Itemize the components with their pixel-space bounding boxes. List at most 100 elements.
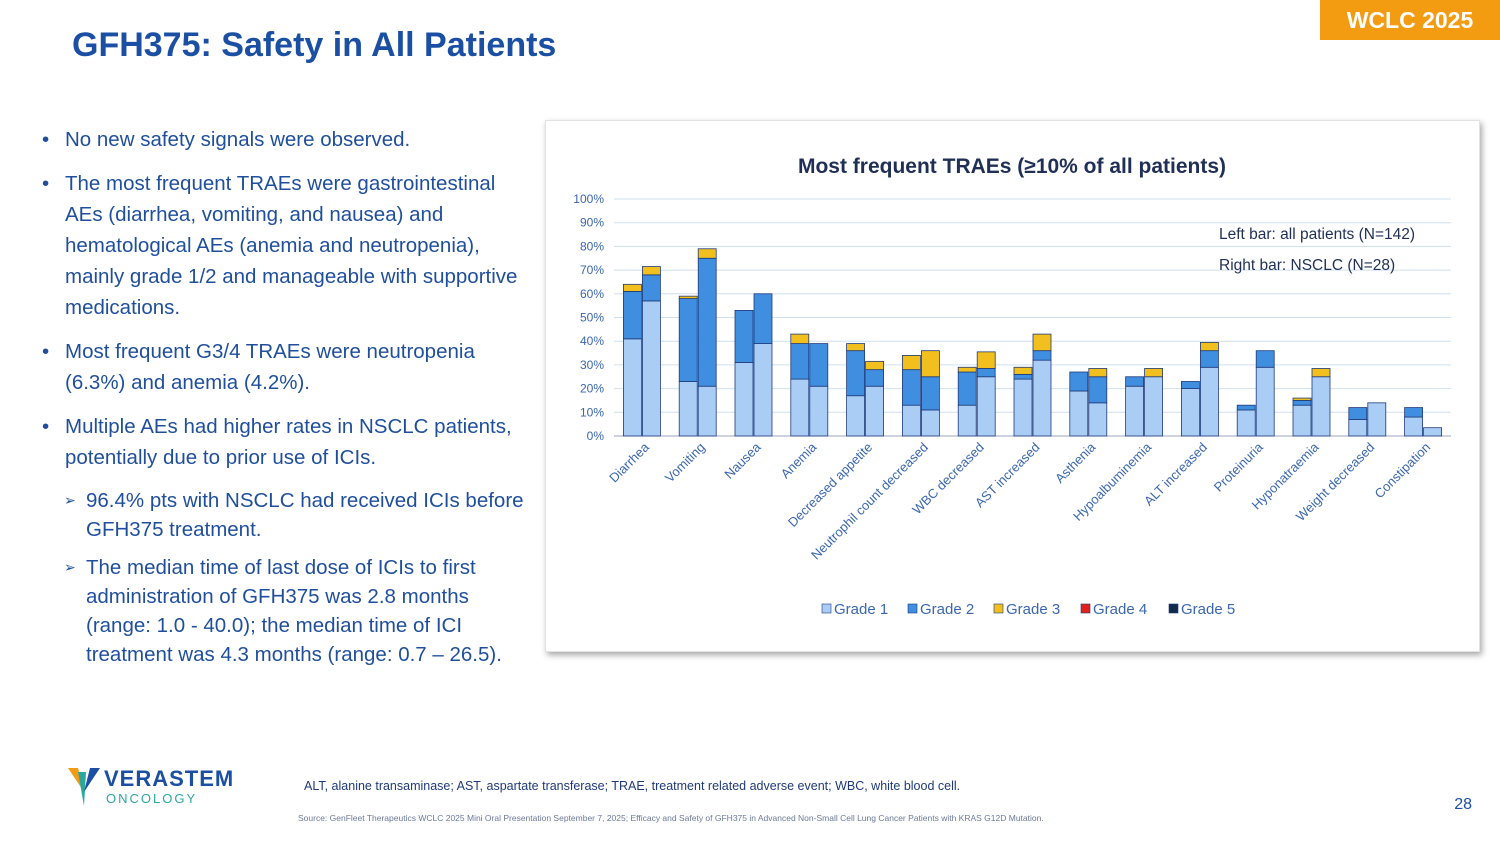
- y-tick-label: 80%: [580, 239, 604, 253]
- legend-label: Grade 2: [920, 601, 974, 618]
- bar-segment: [976, 351, 996, 369]
- bar-segment: [1367, 402, 1387, 437]
- bar-segment: [1348, 407, 1368, 420]
- bar-segment: [1311, 368, 1331, 378]
- bar-segment: [1236, 404, 1256, 411]
- y-tick-label: 40%: [580, 334, 604, 348]
- bar-segment: [642, 300, 661, 437]
- legend-swatch: [907, 603, 918, 614]
- bar-segment: [1200, 341, 1219, 352]
- bar-segment: [865, 360, 885, 371]
- bar-segment: [678, 381, 698, 437]
- bar-segment: [1032, 333, 1052, 352]
- y-tick-label: 100%: [573, 192, 604, 206]
- footnote: ALT, alanine transaminase; AST, aspartat…: [304, 779, 961, 793]
- x-category-label: Diarrhea: [606, 439, 652, 485]
- bullet-text: No new safety signals were observed.: [65, 128, 411, 151]
- bar-segment: [1088, 376, 1108, 404]
- bar-segment: [846, 343, 866, 352]
- legend-label: Grade 1: [834, 601, 888, 618]
- bar-segment: [790, 343, 810, 380]
- bar-segment: [623, 291, 642, 340]
- bar-segment: [846, 395, 866, 437]
- source-note: Source: GenFleet Therapeutics WCLC 2025 …: [298, 813, 1044, 823]
- bar-segment: [697, 248, 717, 259]
- bar-segment: [1348, 419, 1368, 437]
- bar-segment: [865, 385, 885, 437]
- bar-segment: [957, 366, 977, 373]
- x-category-label: Nausea: [721, 439, 764, 482]
- bar-segment: [1125, 385, 1144, 437]
- sub-bullet-item: ➢ The median time of last dose of ICIs to…: [42, 553, 537, 669]
- bar-segment: [957, 371, 977, 406]
- y-tick-label: 50%: [580, 311, 604, 325]
- bar-segment: [901, 369, 921, 406]
- chart-title: Most frequent TRAEs (≥10% of all patient…: [798, 155, 1226, 178]
- bar-segment: [1292, 400, 1312, 406]
- logo-subtitle: ONCOLOGY: [106, 791, 198, 806]
- event-badge: WCLC 2025: [1320, 0, 1500, 40]
- x-category-label: Proteinuria: [1211, 439, 1267, 495]
- y-tick-label: 70%: [580, 263, 604, 277]
- bar-segment: [734, 309, 754, 363]
- bar-segment: [846, 350, 866, 397]
- bar-segment: [1200, 366, 1219, 437]
- bar-segment: [1181, 388, 1200, 437]
- legend-swatch: [993, 603, 1004, 614]
- bar-segment: [1292, 397, 1312, 401]
- bar-segment: [1013, 373, 1033, 380]
- bar-segment: [957, 404, 977, 437]
- bar-segment: [1032, 350, 1052, 361]
- arrow-icon: ➢: [64, 492, 76, 508]
- bar-segment: [1032, 359, 1052, 437]
- chart-card: Most frequent TRAEs (≥10% of all patient…: [545, 120, 1480, 652]
- y-tick-label: 0%: [587, 429, 605, 443]
- bar-segment: [901, 404, 921, 437]
- arrow-icon: ➢: [64, 559, 76, 575]
- bar-segment: [920, 350, 940, 378]
- legend-swatch: [1080, 603, 1091, 614]
- bar-segment: [1255, 366, 1275, 437]
- page-title: GFH375: Safety in All Patients: [72, 26, 557, 64]
- legend-swatch: [1168, 603, 1179, 614]
- bullet-text: Multiple AEs had higher rates in NSCLC p…: [65, 415, 512, 469]
- bar-segment: [1255, 350, 1275, 368]
- bar-segment: [1236, 409, 1256, 437]
- bar-segment: [1069, 371, 1089, 392]
- bar-segment: [623, 338, 642, 437]
- bar-segment: [809, 385, 829, 437]
- bar-segment: [976, 368, 996, 378]
- bar-segment: [642, 274, 661, 302]
- bar-segment: [678, 298, 698, 382]
- bar-segment: [1292, 404, 1312, 437]
- x-category-label: Neutrophil count decreased: [808, 440, 931, 563]
- bar-segment: [623, 283, 642, 292]
- bullet-text: The most frequent TRAEs were gastrointes…: [65, 172, 518, 319]
- bullet-text: Most frequent G3/4 TRAEs were neutropeni…: [65, 340, 475, 394]
- bar-segment: [1013, 378, 1033, 437]
- chart-annotation: Left bar: all patients (N=142): [1219, 226, 1415, 243]
- chart-annotation: Right bar: NSCLC (N=28): [1219, 257, 1395, 274]
- sub-bullet-text: The median time of last dose of ICIs to …: [86, 556, 502, 666]
- bar-segment: [790, 333, 810, 344]
- bar-segment: [1404, 407, 1423, 418]
- bar-segment: [1200, 350, 1219, 368]
- bar-segment: [753, 343, 773, 437]
- bar-segment: [1181, 381, 1200, 389]
- bullet-item: • The most frequent TRAEs were gastrointe…: [42, 172, 518, 319]
- logo-mark-icon: [68, 768, 100, 806]
- bar-segment: [697, 257, 717, 387]
- bar-segment: [678, 295, 698, 299]
- y-tick-label: 90%: [580, 216, 604, 230]
- bar-segment: [1423, 427, 1442, 437]
- bullet-item: • No new safety signals were observed.: [42, 128, 411, 151]
- legend-label: Grade 3: [1006, 601, 1060, 618]
- bar-segment: [920, 409, 940, 437]
- x-category-label: Constipation: [1372, 440, 1434, 502]
- bar-segment: [1125, 376, 1144, 387]
- bar-segment: [1069, 390, 1089, 437]
- y-tick-label: 10%: [580, 405, 604, 419]
- bar-segment: [809, 343, 829, 387]
- bar-segment: [901, 355, 921, 371]
- y-tick-label: 60%: [580, 287, 604, 301]
